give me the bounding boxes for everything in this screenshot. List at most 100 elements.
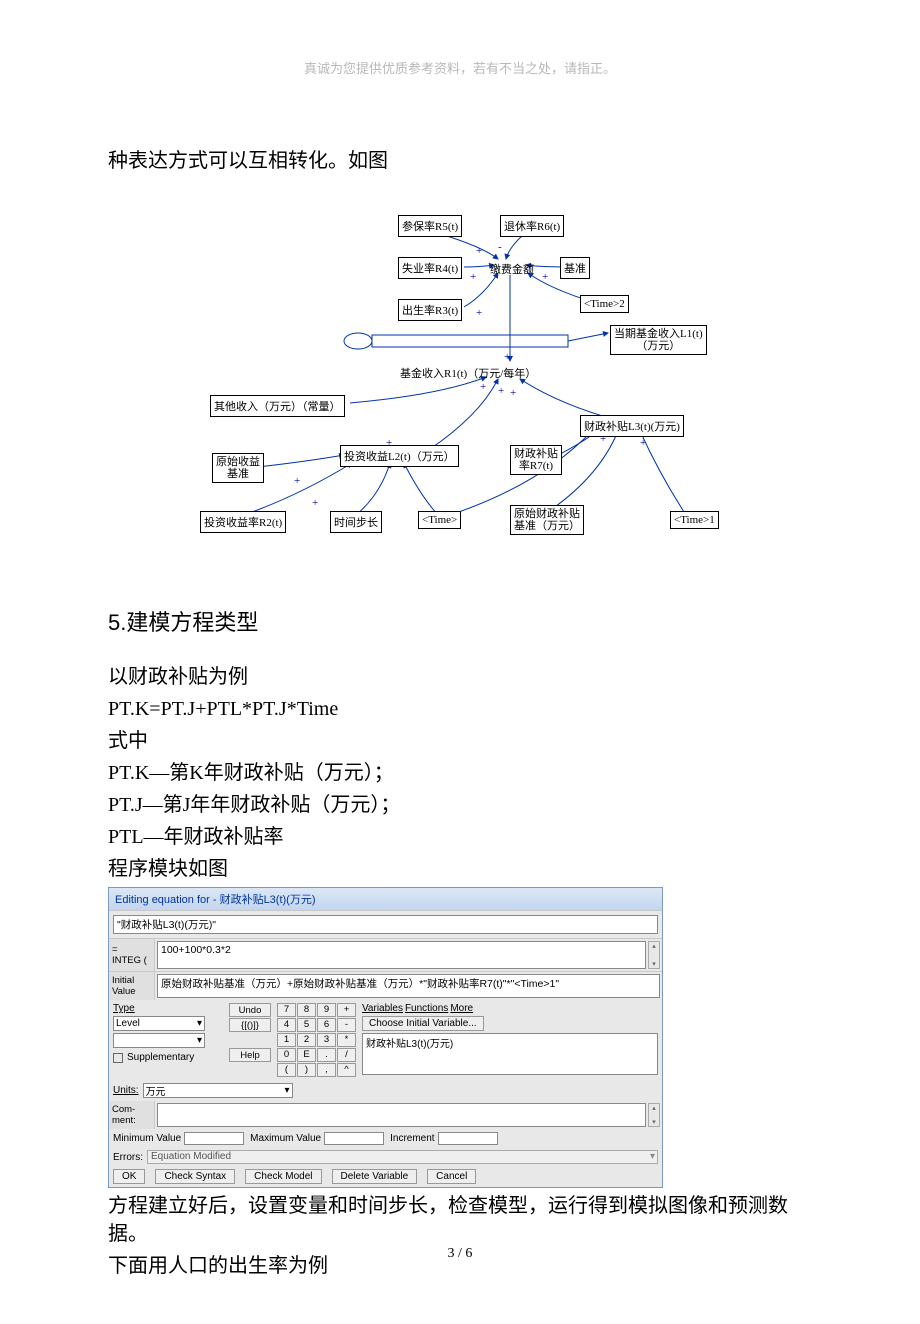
polarity-sign: + [640, 437, 646, 449]
polarity-sign: + [476, 245, 482, 257]
diagram-label: 缴费金额 [490, 261, 534, 277]
chevron-down-icon: ▾ [197, 1035, 202, 1046]
diagram-node: <Time>2 [580, 295, 629, 313]
choose-initial-variable-button[interactable]: Choose Initial Variable... [362, 1016, 484, 1031]
polarity-sign: + [294, 475, 300, 487]
brackets-button[interactable]: {[()]} [229, 1018, 271, 1032]
scrollbar[interactable]: ▴▾ [648, 1103, 660, 1127]
diagram-node: 投资收益率R2(t) [200, 511, 286, 533]
keypad-key[interactable]: ^ [337, 1063, 356, 1077]
causal-diagram: 参保率R5(t)退休率R6(t)失业率R4(t)基准出生率R3(t)<Time>… [180, 215, 740, 555]
diagram-node: 原始收益 基准 [212, 453, 264, 483]
diagram-node: 退休率R6(t) [500, 215, 564, 237]
keypad-key[interactable]: 5 [297, 1018, 316, 1032]
keypad-key[interactable]: 2 [297, 1033, 316, 1047]
polarity-sign: + [470, 271, 476, 283]
keypad-key[interactable]: ( [277, 1063, 296, 1077]
ok-button[interactable]: OK [113, 1169, 145, 1184]
diagram-node: 失业率R4(t) [398, 257, 462, 279]
chevron-down-icon: ▾ [650, 1151, 655, 1162]
units-value: 万元 [146, 1083, 166, 1098]
keypad-key[interactable]: + [337, 1003, 356, 1017]
increment-field[interactable] [438, 1132, 498, 1145]
errors-label: Errors: [113, 1152, 143, 1163]
scrollbar[interactable]: ▴▾ [648, 941, 660, 969]
body-text-line: PT.K=PT.J+PTL*PT.J*Time [108, 695, 812, 723]
supplementary-checkbox[interactable] [113, 1053, 123, 1063]
chevron-down-icon: ▾ [197, 1018, 202, 1029]
type-value: Level [116, 1018, 140, 1029]
type-label: Type [113, 1003, 223, 1014]
comment-textarea[interactable] [157, 1103, 646, 1127]
undo-button[interactable]: Undo [229, 1003, 271, 1017]
keypad-key[interactable]: 0 [277, 1048, 296, 1062]
help-button[interactable]: Help [229, 1048, 271, 1062]
keypad-key[interactable]: , [317, 1063, 336, 1077]
min-value-field[interactable] [184, 1132, 244, 1145]
diagram-node: 原始财政补贴 基准（万元） [510, 505, 584, 535]
units-select[interactable]: 万元 ▾ [143, 1083, 293, 1098]
diagram-node: 参保率R5(t) [398, 215, 462, 237]
keypad-key[interactable]: 3 [317, 1033, 336, 1047]
polarity-sign: + [498, 385, 504, 397]
body-text-line: PT.K—第K年财政补贴（万元）； [108, 759, 812, 787]
keypad-key[interactable]: - [337, 1018, 356, 1032]
tab-variables[interactable]: Variables [362, 1003, 403, 1014]
errors-value: Equation Modified [151, 1151, 231, 1162]
supplementary-label: Supplementary [127, 1052, 194, 1063]
diagram-node: <Time>1 [670, 511, 719, 529]
initial-value-field[interactable]: 原始财政补贴基准（万元）+原始财政补贴基准（万元）*"财政补贴率R7(t)"*"… [157, 974, 660, 998]
variable-name-field[interactable]: "财政补贴L3(t)(万元)" [113, 915, 658, 934]
max-label: Maximum Value [250, 1133, 321, 1144]
diagram-node: 财政补贴L3(t)(万元) [580, 415, 684, 437]
tab-functions[interactable]: Functions [405, 1003, 448, 1014]
body-text-line: 程序模块如图 [108, 855, 812, 883]
diagram-node: 投资收益L2(t)（万元） [340, 445, 459, 467]
chevron-down-icon: ▾ [285, 1085, 290, 1096]
polarity-sign: + [504, 351, 510, 363]
integ-label: = INTEG ( [109, 939, 155, 971]
keypad-key[interactable]: E [297, 1048, 316, 1062]
keypad-key[interactable]: 4 [277, 1018, 296, 1032]
tab-more[interactable]: More [450, 1003, 473, 1014]
keypad: 789+456- 123* 0E./ (),^ [277, 1003, 356, 1077]
polarity-sign: + [480, 381, 486, 393]
type-select[interactable]: Level ▾ [113, 1016, 205, 1031]
diagram-node: 时间步长 [330, 511, 382, 533]
delete-variable-button[interactable]: Delete Variable [332, 1169, 418, 1184]
initial-value-label: Initial Value [109, 972, 155, 1000]
comment-label: Com- ment: [109, 1101, 155, 1129]
diagram-label: 基金收入R1(t)（万元/每年） [400, 365, 536, 381]
equation-textarea[interactable]: 100+100*0.3*2 [157, 941, 646, 969]
polarity-sign: + [386, 437, 392, 449]
diagram-node: 财政补贴 率R7(t) [510, 445, 562, 475]
units-label: Units: [113, 1085, 139, 1096]
errors-field[interactable]: Equation Modified ▾ [147, 1150, 658, 1164]
polarity-sign: + [312, 497, 318, 509]
keypad-key[interactable]: 1 [277, 1033, 296, 1047]
keypad-key[interactable]: 7 [277, 1003, 296, 1017]
polarity-sign: + [510, 387, 516, 399]
check-syntax-button[interactable]: Check Syntax [155, 1169, 235, 1184]
header-note: 真诚为您提供优质参考资料，若有不当之处，请指正。 [108, 58, 812, 77]
subtype-select[interactable]: ▾ [113, 1033, 205, 1048]
keypad-key[interactable]: . [317, 1048, 336, 1062]
diagram-node: 其他收入（万元）（常量） [210, 395, 345, 417]
keypad-key[interactable]: * [337, 1033, 356, 1047]
max-value-field[interactable] [324, 1132, 384, 1145]
body-text-line: 以财政补贴为例 [108, 663, 812, 691]
polarity-sign: + [542, 271, 548, 283]
cancel-button[interactable]: Cancel [427, 1169, 476, 1184]
check-model-button[interactable]: Check Model [245, 1169, 321, 1184]
polarity-sign: + [600, 433, 606, 445]
editor-title: Editing equation for - 财政补贴L3(t)(万元) [109, 888, 662, 910]
list-item[interactable]: 财政补贴L3(t)(万元) [366, 1035, 654, 1050]
keypad-key[interactable]: 6 [317, 1018, 336, 1032]
keypad-key[interactable]: 9 [317, 1003, 336, 1017]
variable-list[interactable]: 财政补贴L3(t)(万元) [362, 1033, 658, 1075]
keypad-key[interactable]: 8 [297, 1003, 316, 1017]
keypad-key[interactable]: ) [297, 1063, 316, 1077]
body-text-line: 式中 [108, 727, 812, 755]
equation-editor-window: Editing equation for - 财政补贴L3(t)(万元) "财政… [108, 887, 663, 1188]
keypad-key[interactable]: / [337, 1048, 356, 1062]
